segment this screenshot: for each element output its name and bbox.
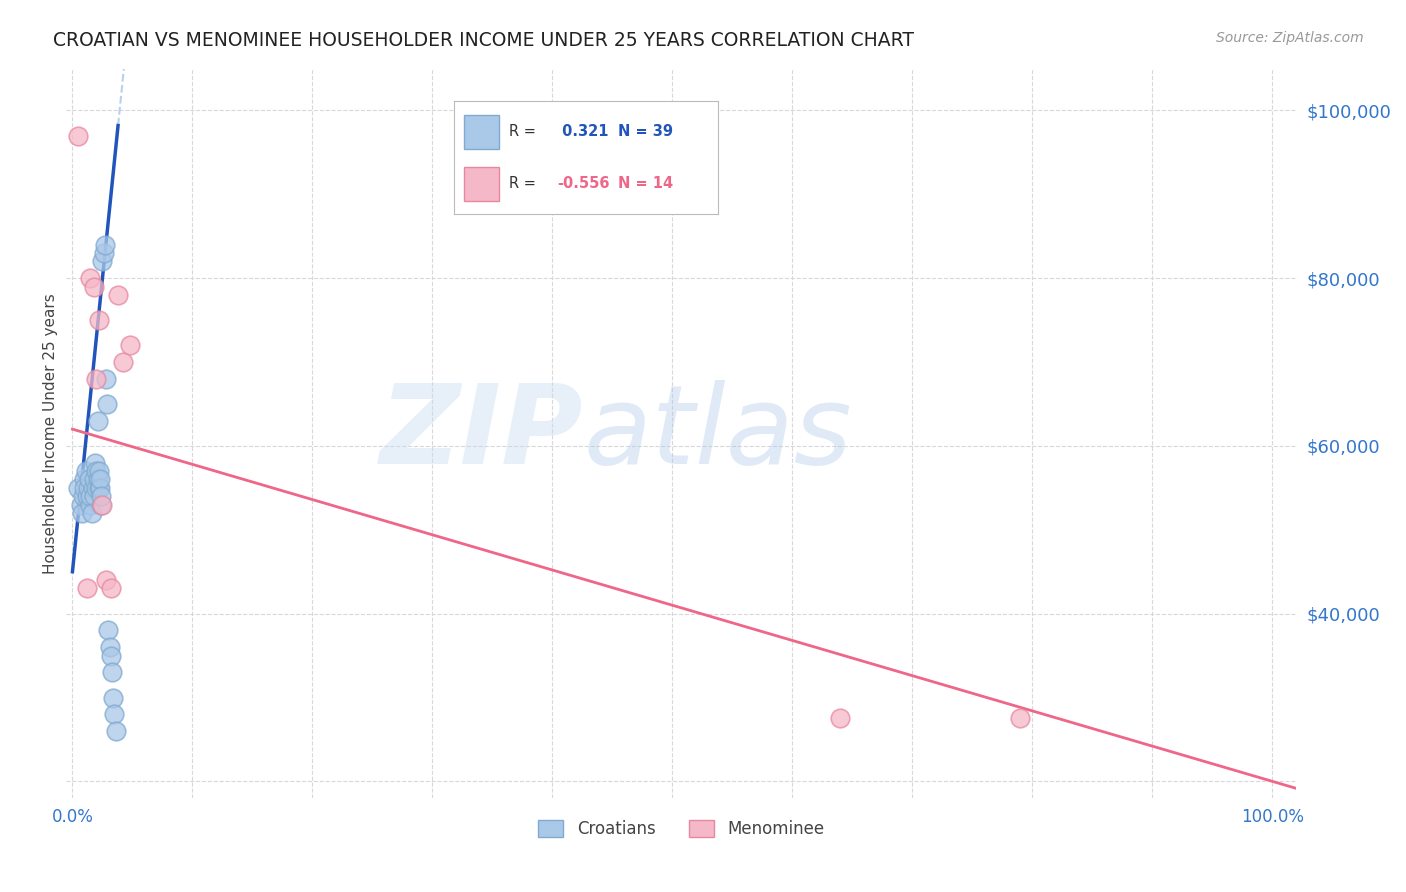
Point [84, 456, 107, 470]
Point [67, 128, 90, 143]
Point [104, 724, 127, 739]
Point [830, 711, 852, 725]
Point [86, 473, 108, 487]
Point [67, 481, 90, 495]
Point [94, 372, 117, 386]
Point [107, 288, 129, 302]
Point [86, 414, 108, 428]
Text: ZIP: ZIP [380, 380, 583, 487]
Point [118, 338, 141, 352]
Text: Source: ZipAtlas.com: Source: ZipAtlas.com [1216, 31, 1364, 45]
Point [96, 397, 118, 411]
Point [86, 464, 108, 478]
Y-axis label: Householder Income Under 25 years: Householder Income Under 25 years [44, 293, 58, 574]
Point [87, 481, 110, 495]
Point [103, 707, 125, 722]
Point [79, 498, 101, 512]
Point [70, 498, 93, 512]
Point [75, 464, 97, 478]
Legend: Croatians, Menominee: Croatians, Menominee [531, 813, 831, 845]
Point [87, 464, 110, 478]
Point [93, 246, 115, 260]
Point [83, 473, 105, 487]
Point [89, 473, 111, 487]
Point [86, 481, 108, 495]
Point [91, 254, 114, 268]
Point [77, 473, 100, 487]
Point [87, 313, 110, 327]
Point [91, 498, 114, 512]
Point [90, 489, 112, 503]
Point [83, 489, 105, 503]
Point [79, 489, 101, 503]
Point [1010, 711, 1032, 725]
Point [94, 237, 117, 252]
Point [70, 506, 93, 520]
Point [77, 481, 100, 495]
Point [100, 648, 122, 663]
Point [98, 640, 121, 655]
Point [103, 690, 125, 705]
Point [94, 573, 117, 587]
Point [101, 665, 124, 680]
Point [73, 481, 96, 495]
Point [83, 279, 105, 293]
Point [100, 582, 122, 596]
Point [73, 473, 96, 487]
Point [76, 582, 98, 596]
Point [90, 498, 112, 512]
Point [89, 481, 111, 495]
Text: CROATIAN VS MENOMINEE HOUSEHOLDER INCOME UNDER 25 YEARS CORRELATION CHART: CROATIAN VS MENOMINEE HOUSEHOLDER INCOME… [53, 31, 914, 50]
Point [97, 624, 120, 638]
Point [72, 489, 94, 503]
Point [80, 506, 103, 520]
Point [111, 355, 134, 369]
Point [86, 372, 108, 386]
Point [82, 481, 104, 495]
Point [79, 271, 101, 285]
Text: atlas: atlas [583, 380, 852, 487]
Point [76, 489, 98, 503]
